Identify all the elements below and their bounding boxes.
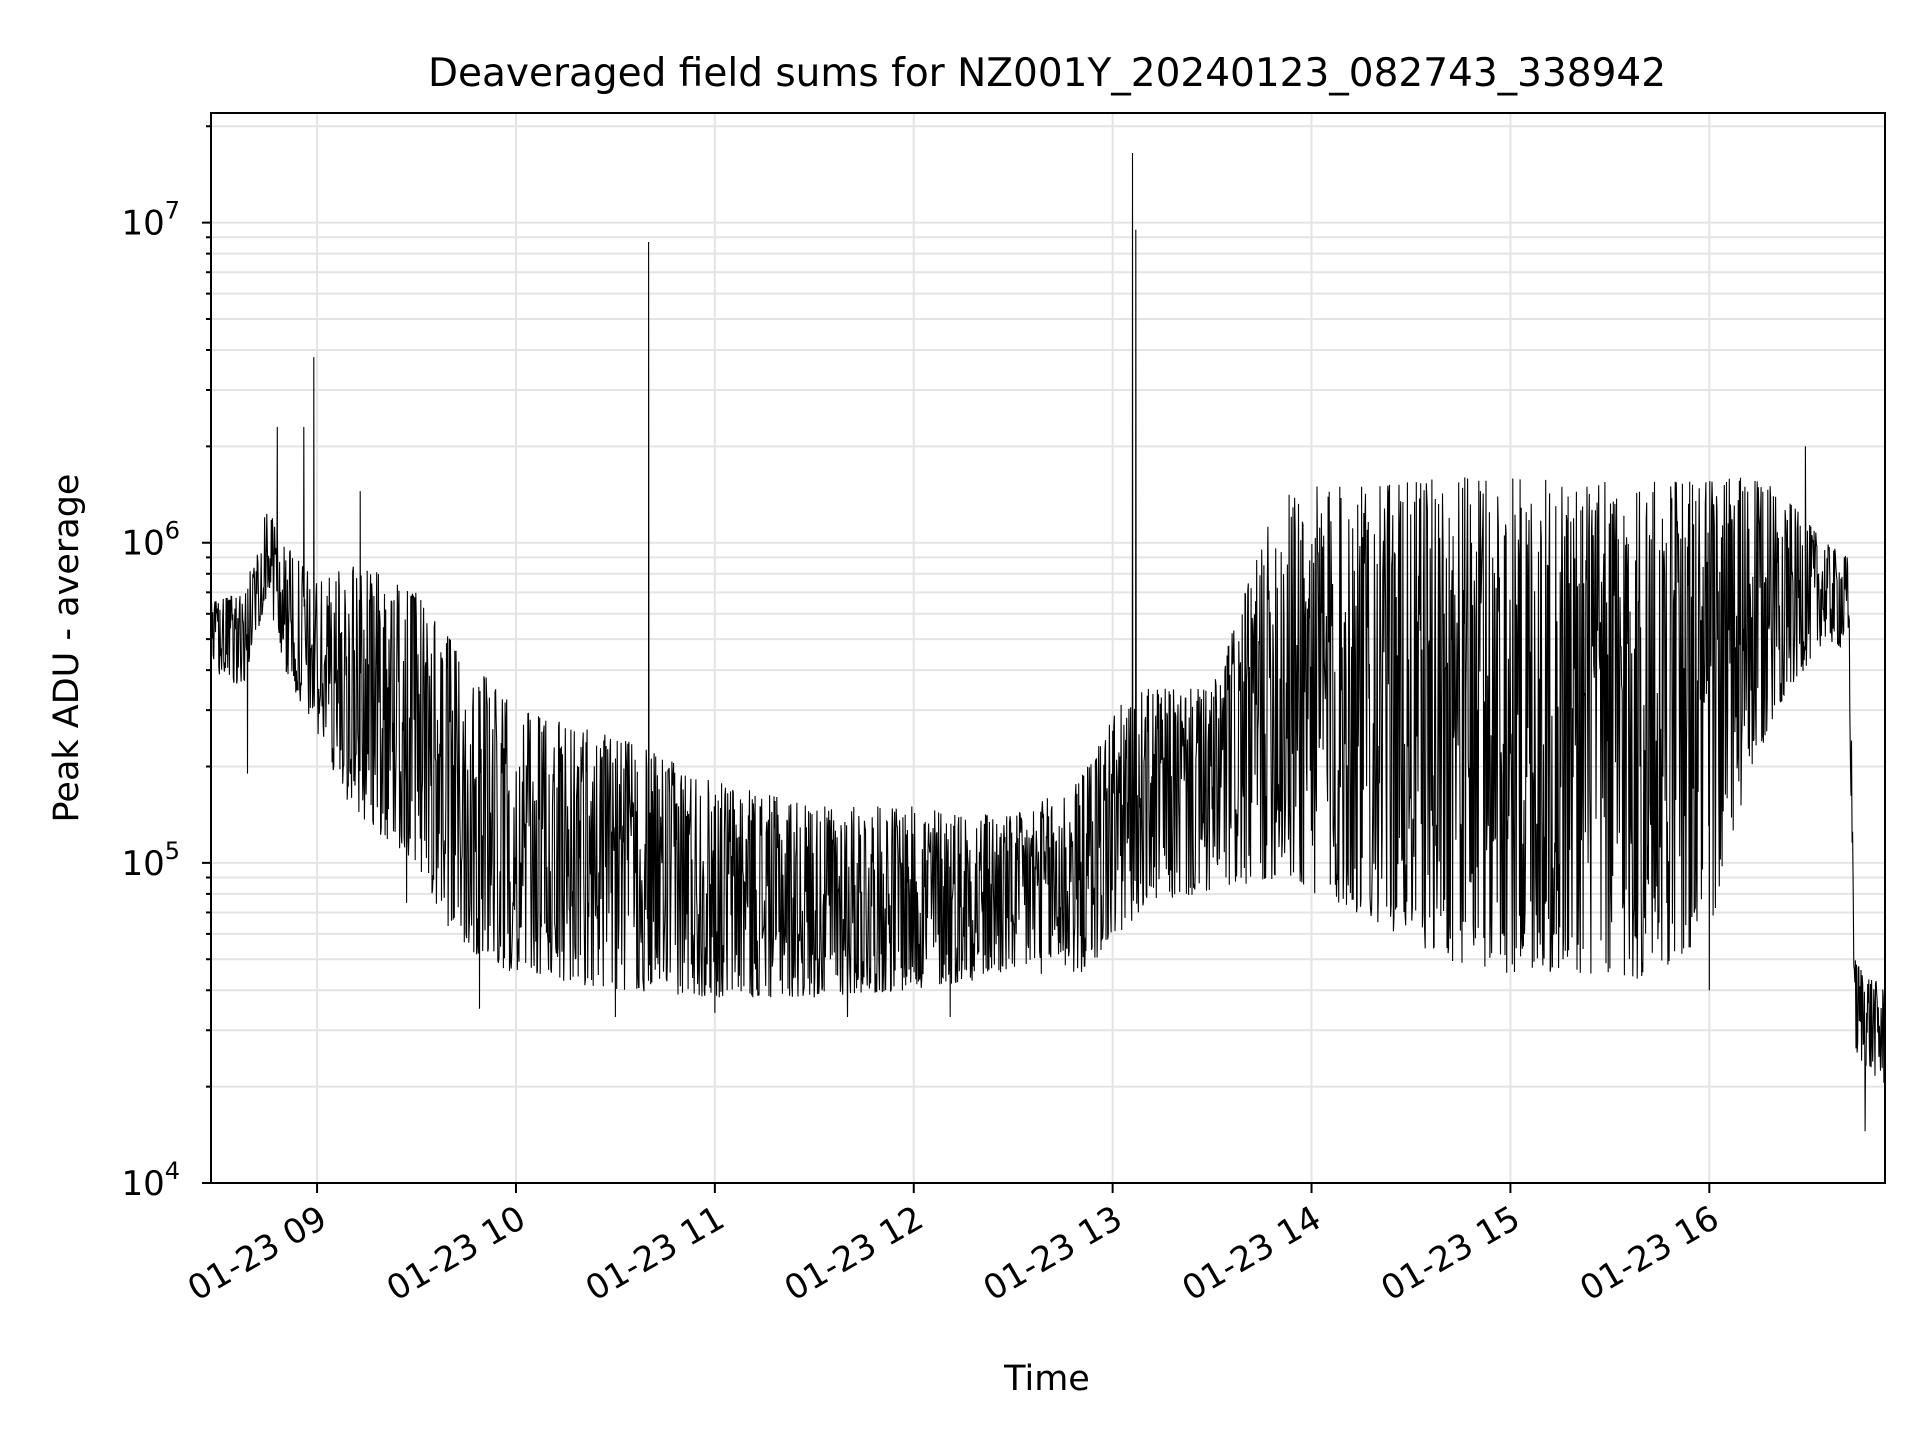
series-layer — [210, 152, 1886, 1132]
y-axis-label: Peak ADU - average — [47, 474, 87, 823]
y-tick-label: 106 — [121, 517, 180, 564]
y-tick-label: 107 — [121, 197, 180, 244]
series-line — [210, 152, 1886, 1132]
y-tick-label-text: 105 — [121, 837, 180, 884]
y-tick-label: 105 — [121, 837, 180, 884]
plot-frame — [210, 112, 1886, 1184]
y-tick-label-text: 107 — [121, 197, 180, 244]
chart-title: Deaveraged field sums for NZ001Y_2024012… — [428, 51, 1666, 96]
y-tick-label: 104 — [121, 1157, 180, 1204]
y-tick-label-text: 104 — [121, 1157, 180, 1204]
y-tick-label-text: 106 — [121, 517, 180, 564]
x-axis-label: Time — [1003, 1359, 1090, 1399]
